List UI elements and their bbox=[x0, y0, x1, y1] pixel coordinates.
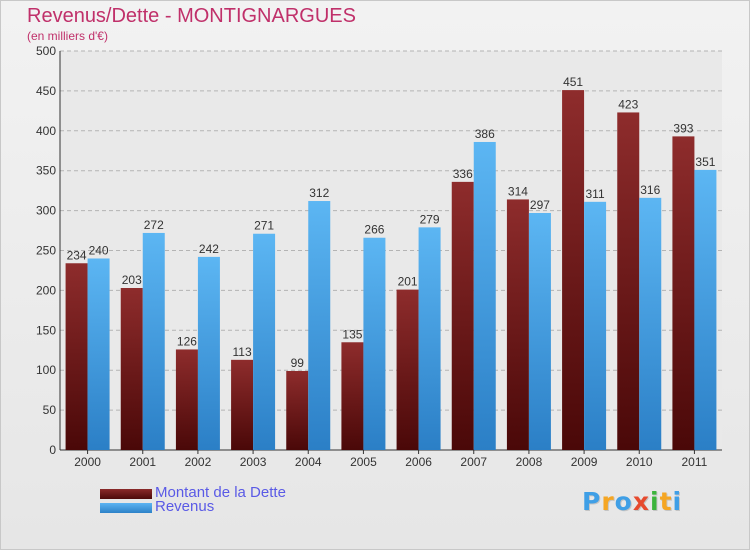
y-tick-label: 400 bbox=[36, 124, 56, 138]
bar-dette bbox=[341, 342, 364, 450]
bar-dette bbox=[65, 263, 88, 450]
data-label-dette: 423 bbox=[618, 97, 638, 111]
bar-revenus bbox=[363, 237, 386, 450]
x-tick-label: 2010 bbox=[626, 455, 653, 469]
data-label-revenus: 316 bbox=[640, 183, 660, 197]
x-tick-label: 2004 bbox=[295, 455, 322, 469]
bar-dette bbox=[231, 359, 254, 450]
data-label-revenus: 266 bbox=[364, 223, 384, 237]
chart-subtitle: (en milliers d'€) bbox=[27, 29, 108, 43]
x-tick-label: 2011 bbox=[682, 455, 708, 469]
data-label-revenus: 351 bbox=[695, 155, 715, 169]
x-tick-label: 2001 bbox=[129, 455, 156, 469]
bar-dette bbox=[175, 349, 198, 450]
data-label-dette: 99 bbox=[291, 356, 305, 370]
bar-revenus bbox=[142, 232, 165, 450]
data-label-dette: 451 bbox=[563, 75, 583, 89]
y-tick-label: 450 bbox=[36, 84, 56, 98]
logo-letter: P bbox=[582, 487, 602, 516]
bar-dette bbox=[506, 199, 529, 450]
data-label-revenus: 240 bbox=[89, 243, 109, 257]
data-label-dette: 393 bbox=[673, 121, 693, 135]
logo-letter: t bbox=[659, 487, 673, 516]
y-tick-label: 500 bbox=[36, 44, 56, 58]
data-label-dette: 314 bbox=[508, 184, 528, 198]
x-tick-label: 2002 bbox=[185, 455, 212, 469]
data-label-revenus: 242 bbox=[199, 242, 219, 256]
bar-revenus bbox=[473, 141, 496, 451]
data-label-revenus: 272 bbox=[144, 218, 164, 232]
logo-letter: x bbox=[632, 487, 650, 516]
legend-swatch-dette bbox=[100, 489, 152, 499]
bar-revenus bbox=[418, 227, 441, 450]
bar-dette bbox=[562, 90, 585, 451]
bar-revenus bbox=[584, 201, 607, 450]
data-label-dette: 336 bbox=[453, 167, 473, 181]
bar-dette bbox=[286, 370, 309, 450]
y-tick-label: 350 bbox=[36, 164, 56, 178]
bar-revenus bbox=[528, 212, 551, 450]
legend-label-revenus: Revenus bbox=[155, 498, 215, 515]
bar-dette bbox=[672, 136, 695, 451]
x-tick-label: 2000 bbox=[74, 455, 101, 469]
x-tick-label: 2008 bbox=[516, 455, 543, 469]
bar-revenus bbox=[197, 256, 220, 450]
proxiti-logo: Proxiti bbox=[582, 487, 682, 516]
x-tick-label: 2006 bbox=[405, 455, 432, 469]
data-label-revenus: 279 bbox=[420, 212, 440, 226]
y-tick-label: 100 bbox=[36, 363, 56, 377]
x-tick-label: 2003 bbox=[240, 455, 267, 469]
data-label-revenus: 311 bbox=[586, 187, 605, 201]
legend-swatch-revenus bbox=[100, 503, 152, 513]
data-label-dette: 113 bbox=[233, 345, 252, 359]
bar-revenus bbox=[87, 258, 110, 450]
data-label-dette: 201 bbox=[398, 275, 418, 289]
y-tick-label: 300 bbox=[36, 204, 56, 218]
bar-revenus bbox=[253, 233, 276, 450]
logo-letter: o bbox=[614, 487, 633, 516]
legend-label-dette: Montant de la Dette bbox=[155, 484, 286, 501]
bar-revenus bbox=[308, 201, 331, 450]
bar-dette bbox=[396, 289, 419, 450]
data-label-revenus: 386 bbox=[475, 127, 495, 141]
bar-dette bbox=[120, 288, 143, 450]
x-tick-label: 2009 bbox=[571, 455, 598, 469]
chart-title: Revenus/Dette - MONTIGNARGUES bbox=[27, 5, 356, 27]
bar-revenus bbox=[639, 197, 662, 450]
data-label-dette: 135 bbox=[342, 327, 362, 341]
logo-letter: r bbox=[601, 487, 615, 516]
data-label-dette: 126 bbox=[177, 334, 197, 348]
data-label-revenus: 271 bbox=[254, 219, 274, 233]
bar-revenus bbox=[694, 169, 717, 451]
x-tick-label: 2007 bbox=[460, 455, 487, 469]
logo-letter: i bbox=[672, 487, 683, 516]
y-tick-label: 150 bbox=[36, 323, 56, 337]
x-tick-label: 2005 bbox=[350, 455, 377, 469]
y-tick-label: 50 bbox=[43, 403, 57, 417]
data-label-dette: 203 bbox=[122, 273, 142, 287]
y-tick-label: 250 bbox=[36, 244, 56, 258]
data-label-revenus: 312 bbox=[309, 186, 329, 200]
logo-letter: i bbox=[650, 487, 660, 516]
y-tick-label: 200 bbox=[36, 283, 56, 297]
bar-dette bbox=[617, 112, 640, 451]
data-label-revenus: 297 bbox=[530, 198, 550, 212]
bar-dette bbox=[451, 181, 474, 450]
y-tick-label: 0 bbox=[49, 443, 56, 457]
data-label-dette: 234 bbox=[67, 248, 87, 262]
